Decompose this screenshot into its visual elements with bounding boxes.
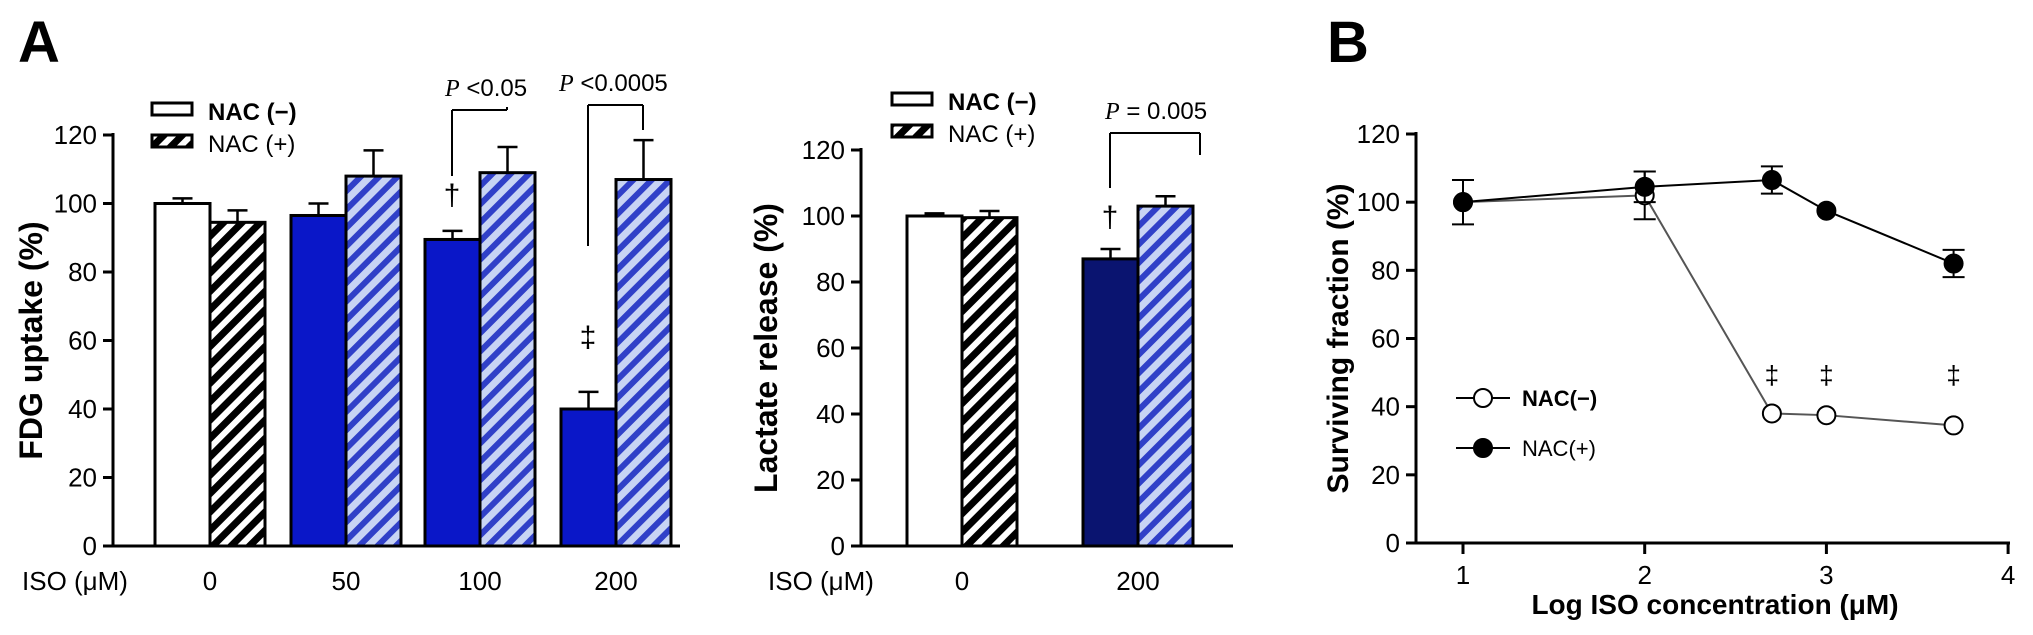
y-tick-label: 80 [1371,255,1400,285]
p-value-label: P <0.05 [444,75,527,102]
x-tick-label: 3 [1819,560,1833,590]
bar-nac-plus [208,220,267,548]
y-tick-label: 20 [1371,460,1400,490]
legend-swatch-nac-minus [890,91,934,107]
y-tick-label: 80 [816,267,845,297]
legend-marker-nac-plus [1473,438,1493,458]
bar-nac-minus [423,237,482,548]
data-point-nac-plus [1761,170,1782,191]
y-tick-label: 100 [54,189,97,219]
legend-label: NAC(−) [1522,386,1597,411]
y-tick-label: 80 [68,257,97,287]
bar-nac-plus [960,216,1019,548]
x-axis-label: ISO (μM) [22,566,128,596]
data-point-nac-plus [1816,200,1837,221]
y-tick-label: 60 [1371,324,1400,354]
x-tick-label: 2 [1637,560,1651,590]
y-tick-label: 40 [68,394,97,424]
double-dagger-symbol: ‡ [1946,360,1960,390]
x-axis-label: Log ISO concentration (μM) [1531,589,1898,620]
legend-label: NAC (+) [208,131,295,158]
p-value-label: P <0.0005 [558,70,668,97]
y-tick-label: 100 [1357,187,1400,217]
y-tick-label: 0 [831,531,845,561]
data-point-nac-minus [1761,403,1782,424]
y-tick-label: 100 [802,201,845,231]
surviving-fraction-chart: 0 20 40 60 80 100 120 1 2 3 4 Surviving fraction (%… [1322,119,2015,620]
series-line-nac-plus [1462,178,1954,265]
legend-swatch-nac-minus [150,101,194,117]
y-tick-label: 120 [54,120,97,150]
lactate-release-chart: 0 20 40 60 80 100 120 Lactate release (%) ISO (μ… [748,89,1233,596]
bar-nac-minus [1081,257,1140,548]
bar-nac-plus [344,174,403,548]
bar-nac-plus [1136,204,1195,548]
p-italic: P [444,76,460,102]
y-axis-label: FDG uptake (%) [13,221,49,459]
y-tick-label: 40 [816,399,845,429]
data-point-nac-plus [1634,176,1655,197]
bar-nac-plus [614,178,673,548]
p-italic: P [558,71,574,97]
data-point-nac-plus [1453,192,1473,213]
data-point-nac-plus [1943,253,1964,274]
y-tick-label: 20 [68,463,97,493]
y-tick-label: 120 [802,135,845,165]
x-tick-label: 200 [1116,566,1159,596]
bar-nac-minus [289,213,348,548]
y-tick-label: 0 [83,531,97,561]
p-italic: P [1104,99,1120,125]
legend-swatch-nac-plus [890,123,934,139]
p-value-text: <0.0005 [574,70,668,97]
dagger-symbol: † [444,179,461,212]
bar-nac-plus [478,171,537,548]
fdg-uptake-chart: 0 20 40 60 80 100 120 FDG uptake (%) ISO (μM) 0 50… [13,70,680,596]
legend-label: NAC (+) [948,121,1035,148]
legend-label: NAC (−) [208,99,297,126]
y-tick-label: 120 [1357,119,1400,149]
y-tick-label: 60 [816,333,845,363]
x-tick-label: 4 [2001,560,2015,590]
double-dagger-symbol: ‡ [1819,360,1833,390]
x-tick-label: 0 [955,566,969,596]
legend-label: NAC (−) [948,89,1037,116]
x-tick-label: 50 [332,566,361,596]
y-tick-label: 40 [1371,392,1400,422]
data-point-nac-minus [1943,415,1964,436]
p-value-label: P = 0.005 [1104,98,1207,125]
y-tick-label: 0 [1386,528,1400,558]
legend-swatch-nac-plus [150,133,194,149]
bar-nac-minus [905,214,964,548]
data-point-nac-minus [1816,405,1837,426]
x-axis-label: ISO (μM) [768,566,874,596]
y-tick-label: 20 [816,465,845,495]
p-value-text: = 0.005 [1120,98,1207,125]
double-dagger-symbol: ‡ [1765,360,1779,390]
y-axis-label: Lactate release (%) [748,203,784,493]
double-dagger-symbol: ‡ [580,321,597,354]
x-tick-label: 200 [594,566,637,596]
x-tick-label: 100 [458,566,501,596]
y-tick-label: 60 [68,326,97,356]
dagger-symbol: † [1102,201,1119,234]
panel-label-a: A [18,10,60,75]
p-value-text: <0.05 [460,75,527,102]
legend-marker-nac-minus [1473,388,1493,408]
y-axis-label: Surviving fraction (%) [1322,183,1355,493]
panel-label-b: B [1327,10,1369,75]
bar-nac-minus [153,202,212,548]
x-tick-label: 0 [203,566,217,596]
x-tick-label: 1 [1456,560,1470,590]
legend-label: NAC(+) [1522,436,1596,461]
bar-nac-minus [559,407,618,548]
